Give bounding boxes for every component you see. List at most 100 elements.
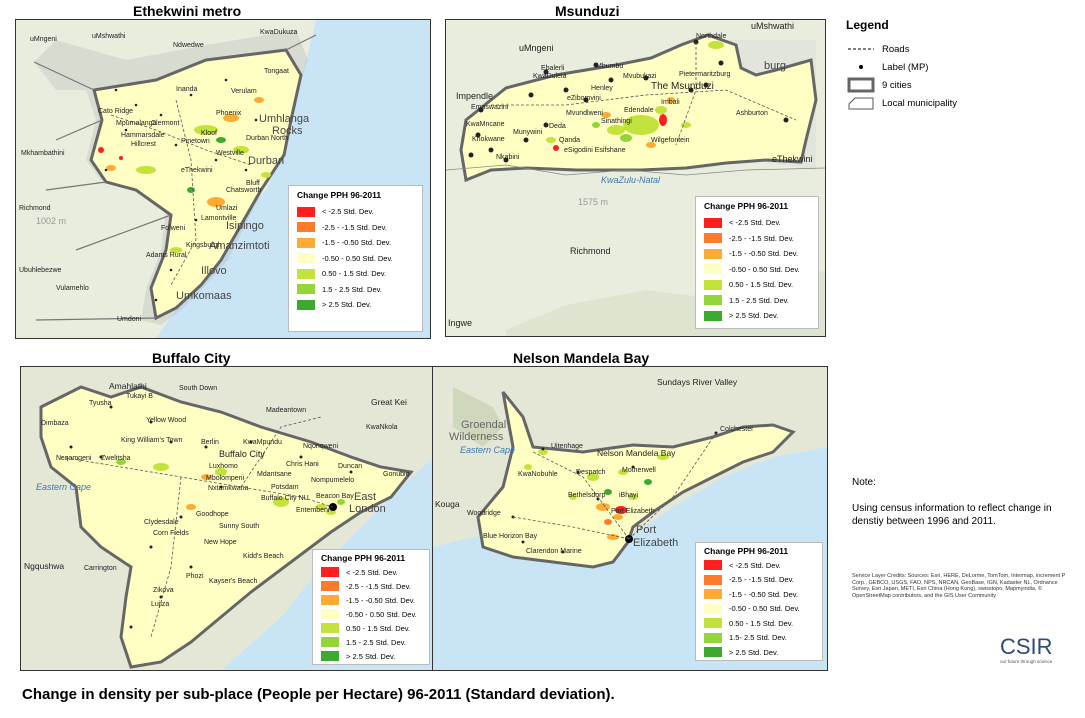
place-label: Richmond bbox=[570, 246, 611, 256]
place-label: Nqonqweni bbox=[303, 443, 339, 450]
place-label: Mpumalanga bbox=[116, 120, 157, 127]
legend-label: 1.5 - 2.5 Std. Dev. bbox=[729, 295, 789, 305]
legend-label: -2.5 - -1.5 Std. Dev. bbox=[729, 575, 794, 585]
place-label: Nelson Mandela Bay bbox=[597, 448, 676, 458]
legend-swatch bbox=[321, 637, 339, 647]
place-label: Kidd's Beach bbox=[243, 553, 284, 560]
place-label: Impendle bbox=[456, 91, 494, 101]
place-label: eSigodini Esifshane bbox=[564, 147, 626, 154]
legend-title: Change PPH 96-2011 bbox=[321, 553, 406, 563]
region-label: Eastern Cape bbox=[36, 482, 92, 492]
place-label: Vulamehlo bbox=[56, 285, 89, 292]
legend-swatch bbox=[297, 268, 315, 279]
legend-row: -0.50 - 0.50 Std. Dev. bbox=[297, 251, 414, 267]
place-label: Mkhambathini bbox=[21, 150, 65, 157]
bg-label: Groendal bbox=[461, 419, 507, 431]
place-label: Mvundlweni bbox=[566, 110, 603, 117]
place-label: Kloof bbox=[201, 130, 217, 137]
place-label: KwaNobuhle bbox=[518, 471, 558, 478]
logo-text: CSIR bbox=[1000, 634, 1053, 659]
bg-label: Illovo bbox=[201, 265, 227, 277]
bg-label: burg bbox=[764, 60, 787, 72]
place-label: Cato Ridge bbox=[98, 108, 134, 115]
place-label: Ndwedwe bbox=[173, 42, 204, 49]
place-label: eZibomvini bbox=[567, 95, 601, 102]
legend-label: < -2.5 Std. Dev. bbox=[729, 560, 781, 570]
legend-row: -1.5 - -0.50 Std. Dev. bbox=[704, 587, 814, 602]
place-label: Chris Hani bbox=[286, 461, 319, 468]
legend-row: -0.50 - 0.50 Std. Dev. bbox=[704, 602, 814, 617]
place-label: Phoenix bbox=[216, 110, 242, 117]
legend-item-9-cities: 9 cities bbox=[846, 76, 1066, 94]
place-label: Great Kei bbox=[371, 397, 407, 407]
legend-swatch bbox=[321, 567, 339, 577]
buffalo-map[interactable]: Amahlathi South Down Tyusha Tukayi B Dim… bbox=[20, 366, 435, 671]
place-label: Durban North bbox=[246, 135, 289, 142]
elevation-label: 1002 m bbox=[36, 216, 67, 226]
bg-label: Rocks bbox=[272, 125, 303, 137]
place-label: Pinetown bbox=[181, 138, 210, 145]
legend-swatch bbox=[704, 574, 722, 585]
legend-label: -1.5 - -0.50 Std. Dev. bbox=[729, 589, 799, 599]
place-label: Port Elizabeth bbox=[611, 508, 655, 515]
legend-label: > 2.5 Std. Dev. bbox=[729, 311, 779, 321]
place-label: KwaDulela bbox=[533, 73, 567, 80]
legend-row: > 2.5 Std. Dev. bbox=[704, 645, 814, 660]
legend-item-label: 9 cities bbox=[882, 79, 912, 91]
legend-row: 1.5- 2.5 Std. Dev. bbox=[704, 631, 814, 646]
bg-label: Umkomaas bbox=[176, 290, 232, 302]
place-label: Blue Horizon Bay bbox=[483, 533, 538, 540]
place-label: Entembeni bbox=[296, 507, 330, 514]
legend-swatch bbox=[704, 310, 722, 321]
place-label: Tongaat bbox=[264, 68, 289, 75]
legend-row: < -2.5 Std. Dev. bbox=[321, 565, 421, 579]
place-label: Zwelitsha bbox=[101, 455, 131, 462]
place-label: Sinathingi bbox=[601, 118, 632, 125]
legend-row: 0.50 - 1.5 Std. Dev. bbox=[297, 266, 414, 282]
legend-row: < -2.5 Std. Dev. bbox=[704, 215, 810, 231]
legend-title: Change PPH 96-2011 bbox=[297, 190, 382, 200]
place-label: Gonubie bbox=[383, 471, 410, 478]
place-label: Bluff bbox=[246, 180, 260, 187]
legend-label: -2.5 - -1.5 Std. Dev. bbox=[729, 233, 794, 243]
place-label: Ngqushwa bbox=[24, 561, 65, 571]
place-label: uMngeni bbox=[30, 36, 57, 43]
service-layer-credits: Service Layer Credits: Sources: Esri, HE… bbox=[852, 573, 1066, 599]
bg-label: East bbox=[354, 491, 377, 503]
legend-label: 1.5- 2.5 Std. Dev. bbox=[729, 633, 787, 643]
place-label: Ubuhlebezwe bbox=[19, 267, 62, 274]
bg-label: Isipingo bbox=[226, 220, 264, 232]
legend-label: -0.50 - 0.50 Std. Dev. bbox=[729, 264, 800, 274]
place-label: KwaDukuza bbox=[260, 29, 298, 36]
legend-swatch bbox=[704, 618, 722, 629]
ethekwini-legend: Change PPH 96-2011 < -2.5 Std. Dev. -2.5… bbox=[288, 185, 423, 332]
legend-row: 1.5 - 2.5 Std. Dev. bbox=[321, 635, 421, 649]
nelson-map[interactable]: Sundays River Valley Colchester Uitenhag… bbox=[432, 366, 828, 671]
legend-swatch bbox=[297, 253, 315, 264]
place-label: Pietermaritzburg bbox=[679, 71, 731, 78]
legend-title: Change PPH 96-2011 bbox=[704, 201, 789, 211]
main-legend-title: Legend bbox=[846, 18, 889, 32]
legend-row: 0.50 - 1.5 Std. Dev. bbox=[321, 621, 421, 635]
place-label: Despatch bbox=[576, 469, 606, 476]
legend-row: -1.5 - -0.50 Std. Dev. bbox=[321, 593, 421, 607]
place-label: Luxhomo bbox=[209, 463, 238, 470]
note: Note: Using census information to reflec… bbox=[852, 476, 1062, 528]
legend-item-label: Label (MP) bbox=[882, 61, 929, 73]
place-label: Woodridge bbox=[467, 510, 501, 517]
legend-swatch bbox=[297, 237, 315, 248]
bg-label: Umhlanga bbox=[259, 113, 310, 125]
legend-row: > 2.5 Std. Dev. bbox=[297, 297, 414, 313]
msunduzi-title: Msunduzi bbox=[555, 3, 620, 19]
ethekwini-map[interactable]: uMngeni uMshwathi Ndwedwe KwaDukuza Mkha… bbox=[15, 19, 431, 339]
msunduzi-map[interactable]: uMngeni uMshwathi Northdale Ebalerli Kwa… bbox=[445, 19, 826, 337]
legend-row: 0.50 - 1.5 Std. Dev. bbox=[704, 616, 814, 631]
place-label: Uitenhage bbox=[551, 443, 583, 450]
legend-swatch bbox=[321, 609, 339, 619]
place-label: Richmond bbox=[19, 205, 51, 212]
legend-label: -0.50 - 0.50 Std. Dev. bbox=[729, 604, 800, 614]
place-label: Chatsworth bbox=[226, 187, 262, 194]
place-label: New Hope bbox=[204, 539, 237, 546]
legend-label: -1.5 - -0.50 Std. Dev. bbox=[346, 595, 416, 605]
legend-label: < -2.5 Std. Dev. bbox=[322, 207, 374, 217]
